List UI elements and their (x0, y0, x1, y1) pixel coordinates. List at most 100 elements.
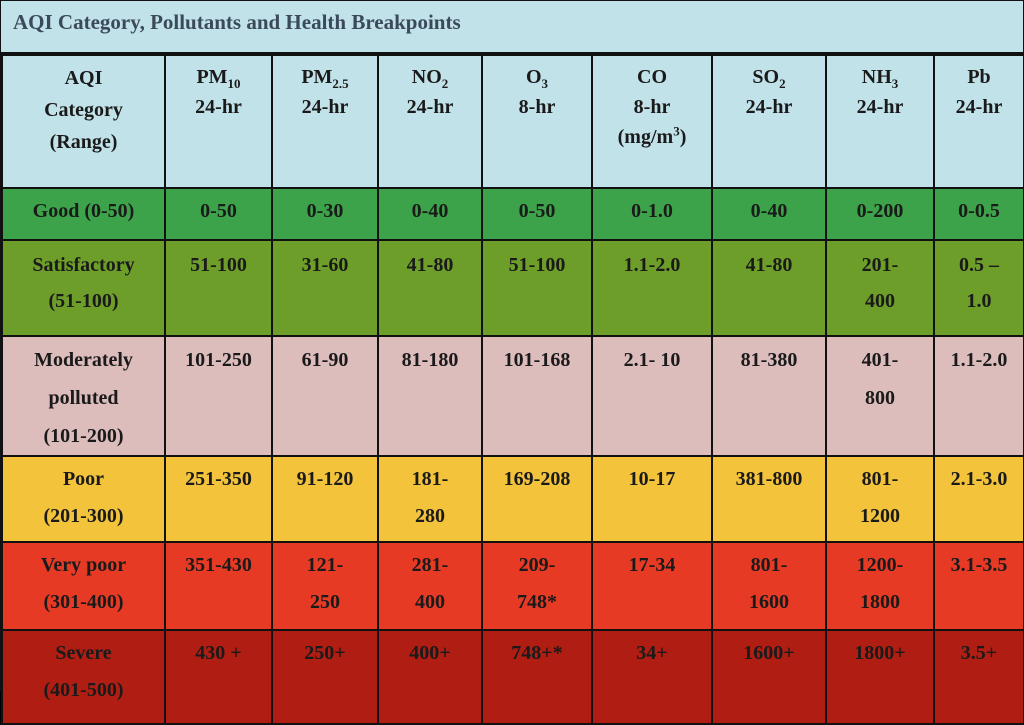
value-text: 101-168 (503, 349, 571, 371)
category-text: polluted (48, 387, 119, 409)
value-text: 401- (861, 349, 899, 371)
value-cell-nh3: 1800+ (825, 629, 935, 725)
value-text: 209- (518, 554, 556, 576)
value-text: 34+ (636, 642, 668, 664)
category-cell: Poor (201-300) (1, 455, 166, 543)
value-text: 0-40 (411, 200, 449, 222)
header-co-base: CO (637, 66, 667, 88)
value-text: 250 (310, 591, 340, 613)
header-nh3-period: 24-hr (856, 96, 904, 118)
value-text: 801- (750, 554, 788, 576)
value-cell-o3: 101-168 (481, 335, 593, 457)
value-text: 1800 (860, 591, 900, 613)
value-text: 31-60 (301, 254, 349, 276)
value-text: 0-1.0 (631, 200, 673, 222)
category-text: Moderately (34, 349, 133, 371)
category-text: Good (0-50) (32, 200, 135, 222)
header-co-unit: (mg/m (617, 126, 674, 148)
value-text: 1800+ (854, 642, 906, 664)
table-body: Good (0-50) 0-50 0-30 0-40 0-50 0-1.0 0-40 0-20… (1, 187, 1024, 725)
value-text: 17-34 (628, 554, 676, 576)
value-cell-no2: 0-40 (377, 187, 483, 241)
value-cell-no2: 400+ (377, 629, 483, 725)
value-text: 281- (411, 554, 449, 576)
header-category-line: Category (44, 99, 123, 121)
category-text: (51-100) (48, 290, 119, 312)
value-text: 0-40 (750, 200, 788, 222)
value-text: 351-430 (185, 554, 252, 576)
value-cell-nh3: 0-200 (825, 187, 935, 241)
table-row-poor: Poor (201-300) 251-350 91-120 181- 280 169-208… (1, 455, 1024, 543)
value-text: 41-80 (406, 254, 454, 276)
value-text: 51-100 (190, 254, 247, 276)
value-cell-co: 2.1- 10 (591, 335, 713, 457)
value-cell-so2: 81-380 (711, 335, 827, 457)
header-co: CO 8-hr (mg/m3) (591, 54, 713, 189)
category-text: (301-400) (43, 591, 124, 613)
value-text: 10-17 (628, 468, 676, 490)
value-text: 41-80 (745, 254, 793, 276)
header-category-line: AQI (64, 67, 103, 89)
value-text: 1.1-2.0 (623, 254, 681, 276)
value-text: 81-380 (740, 349, 798, 371)
category-cell: Severe (401-500) (1, 629, 166, 725)
header-nh3-sub: 3 (891, 76, 899, 91)
value-text: 0-200 (856, 200, 904, 222)
header-so2-sub: 2 (779, 76, 786, 91)
value-text: 748* (517, 591, 557, 613)
value-cell-o3: 0-50 (481, 187, 593, 241)
header-pm25-base: PM (301, 66, 333, 88)
header-o3-sub: 3 (541, 76, 549, 91)
value-text: 400 (865, 290, 895, 312)
header-o3-base: O (525, 66, 542, 88)
value-cell-pb: 2.1-3.0 (933, 455, 1024, 543)
value-text: 169-208 (503, 468, 571, 490)
value-cell-co: 10-17 (591, 455, 713, 543)
value-cell-no2: 281- 400 (377, 541, 483, 631)
value-cell-co: 1.1-2.0 (591, 239, 713, 337)
value-text: 0-0.5 (958, 200, 1000, 222)
header-pb-period: 24-hr (955, 96, 1003, 118)
header-no2-base: NO (411, 66, 442, 88)
category-cell: Very poor (301-400) (1, 541, 166, 631)
value-text: 3.1-3.5 (950, 554, 1008, 576)
value-text: 0-30 (306, 200, 344, 222)
table-row-good: Good (0-50) 0-50 0-30 0-40 0-50 0-1.0 0-40 0-20… (1, 187, 1024, 241)
value-cell-o3: 209- 748* (481, 541, 593, 631)
value-cell-co: 0-1.0 (591, 187, 713, 241)
value-text: 2.1-3.0 (950, 468, 1008, 490)
value-cell-no2: 181- 280 (377, 455, 483, 543)
value-text: 201- (861, 254, 899, 276)
category-text: Satisfactory (32, 254, 135, 276)
value-text: 61-90 (301, 349, 349, 371)
category-cell: Moderately polluted (101-200) (1, 335, 166, 457)
value-text: 0-50 (200, 200, 237, 222)
value-text: 280 (415, 505, 445, 527)
header-pm10-sub: 10 (227, 76, 241, 91)
value-text: 251-350 (185, 468, 252, 490)
header-nh3-base: NH (861, 66, 892, 88)
value-text: 0.5 – (959, 254, 999, 276)
value-cell-no2: 81-180 (377, 335, 483, 457)
value-cell-so2: 801- 1600 (711, 541, 827, 631)
value-text: 1200 (860, 505, 900, 527)
header-row: AQI Category (Range) PM10 24-hr PM2.5 24… (1, 54, 1024, 189)
value-text: 3.5+ (960, 642, 998, 664)
value-cell-so2: 1600+ (711, 629, 827, 725)
header-category-line: (Range) (49, 131, 118, 153)
value-cell-pm10: 51-100 (164, 239, 273, 337)
category-text: Severe (55, 642, 112, 664)
value-cell-pb: 3.1-3.5 (933, 541, 1024, 631)
value-cell-o3: 51-100 (481, 239, 593, 337)
value-text: 381-800 (735, 468, 803, 490)
value-text: 101-250 (185, 349, 252, 371)
header-pm25-period: 24-hr (301, 96, 349, 118)
value-cell-pb: 3.5+ (933, 629, 1024, 725)
header-nh3: NH3 24-hr (825, 54, 935, 189)
header-pm10-period: 24-hr (195, 96, 242, 118)
value-text: 800 (865, 387, 895, 409)
header-so2: SO2 24-hr (711, 54, 827, 189)
value-cell-pb: 0.5 – 1.0 (933, 239, 1024, 337)
value-text: 1.1-2.0 (950, 349, 1008, 371)
